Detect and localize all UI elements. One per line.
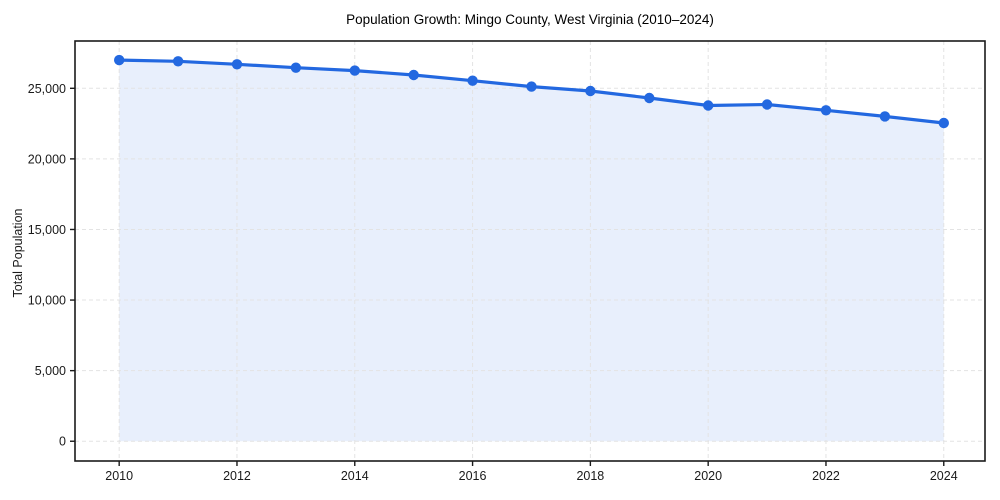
data-point-marker xyxy=(290,62,302,73)
data-point-marker xyxy=(526,81,537,92)
chart-title: Population Growth: Mingo County, West Vi… xyxy=(346,12,714,27)
data-point-marker xyxy=(820,105,832,116)
x-tick-label: 2016 xyxy=(459,469,487,483)
y-tick-label: 10,000 xyxy=(28,294,66,308)
data-point-marker xyxy=(349,65,360,76)
data-point-marker xyxy=(644,92,655,104)
x-tick-label: 2020 xyxy=(694,469,722,483)
data-point-marker xyxy=(938,117,949,129)
data-point-marker xyxy=(114,54,125,66)
x-tick-label: 2012 xyxy=(223,469,251,483)
data-point-marker xyxy=(703,100,714,111)
area-fill xyxy=(119,60,944,442)
x-tick-label: 2022 xyxy=(812,469,840,483)
y-tick-label: 20,000 xyxy=(28,152,66,166)
x-tick-label: 2014 xyxy=(341,469,369,483)
x-tick-label: 2018 xyxy=(576,469,604,483)
y-tick-label: 15,000 xyxy=(28,223,66,237)
data-point-marker xyxy=(879,111,891,122)
data-point-marker xyxy=(585,85,596,97)
x-tick-label: 2010 xyxy=(105,469,133,483)
y-tick-label: 25,000 xyxy=(28,82,66,96)
data-point-marker xyxy=(467,75,478,86)
data-point-marker xyxy=(231,59,243,70)
data-point-marker xyxy=(761,99,773,110)
y-tick-label: 5,000 xyxy=(35,364,66,378)
x-tick-label: 2024 xyxy=(930,469,958,483)
y-tick-label: 0 xyxy=(59,435,66,449)
data-point-marker xyxy=(172,56,184,67)
plot-border xyxy=(74,40,986,462)
data-point-marker xyxy=(408,69,419,81)
